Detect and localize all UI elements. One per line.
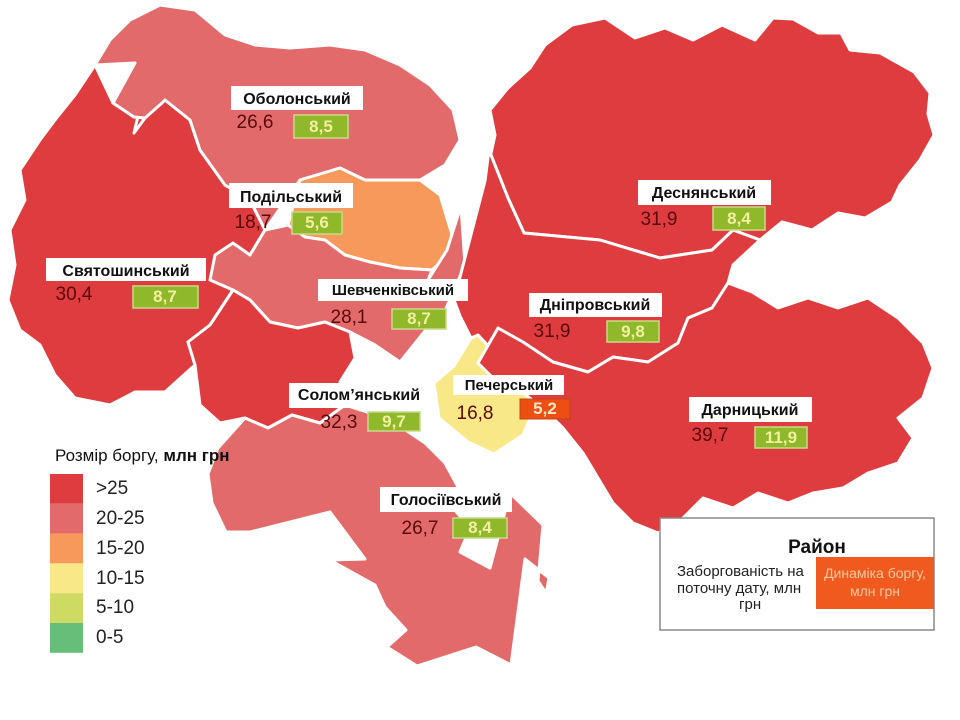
svg-text:11,9: 11,9 bbox=[765, 428, 797, 447]
svg-text:Печерський: Печерський bbox=[465, 377, 553, 394]
svg-text:Голосіївський: Голосіївський bbox=[391, 492, 502, 509]
svg-text:32,3: 32,3 bbox=[321, 412, 358, 433]
svg-text:20-25: 20-25 bbox=[96, 508, 145, 529]
svg-text:31,9: 31,9 bbox=[534, 321, 571, 342]
svg-text:8,4: 8,4 bbox=[468, 518, 492, 537]
svg-text:8,5: 8,5 bbox=[309, 117, 333, 136]
svg-text:18,7: 18,7 bbox=[235, 212, 272, 233]
svg-text:Район: Район bbox=[788, 537, 846, 558]
svg-text:5,6: 5,6 bbox=[305, 213, 329, 232]
svg-text:26,7: 26,7 bbox=[402, 518, 439, 539]
svg-text:Дніпровський: Дніпровський bbox=[540, 297, 651, 314]
svg-text:Динаміка боргу,: Динаміка боргу, bbox=[824, 565, 926, 581]
svg-text:0-5: 0-5 bbox=[96, 627, 123, 648]
svg-text:28,1: 28,1 bbox=[331, 307, 368, 328]
svg-text:грн: грн bbox=[739, 596, 761, 613]
svg-text:Дарницький: Дарницький bbox=[702, 402, 799, 419]
svg-text:Святошинський: Святошинський bbox=[62, 263, 189, 280]
svg-text:Подільський: Подільський bbox=[240, 189, 342, 206]
svg-text:30,4: 30,4 bbox=[56, 284, 93, 305]
svg-text:поточну дату, млн: поточну дату, млн bbox=[677, 580, 801, 597]
svg-text:8,7: 8,7 bbox=[407, 309, 431, 328]
svg-text:млн грн: млн грн bbox=[850, 583, 900, 599]
svg-text:Шевченківський: Шевченківський bbox=[332, 282, 454, 299]
svg-text:Заборгованість на: Заборгованість на bbox=[677, 563, 805, 580]
svg-text:15-20: 15-20 bbox=[96, 538, 145, 559]
svg-text:16,8: 16,8 bbox=[457, 403, 494, 424]
svg-text:Деснянський: Деснянський bbox=[652, 185, 756, 202]
svg-text:Розмір боргу, млн грн: Розмір боргу, млн грн bbox=[55, 446, 230, 465]
svg-text:8,7: 8,7 bbox=[153, 287, 177, 306]
svg-text:8,4: 8,4 bbox=[727, 209, 751, 228]
svg-text:Солом’янський: Солом’янський bbox=[298, 387, 420, 404]
svg-text:26,6: 26,6 bbox=[237, 112, 274, 133]
svg-text:9,8: 9,8 bbox=[621, 322, 645, 341]
svg-text:>25: >25 bbox=[96, 478, 128, 499]
svg-text:10-15: 10-15 bbox=[96, 568, 145, 589]
svg-text:5-10: 5-10 bbox=[96, 597, 134, 618]
svg-text:Оболонський: Оболонський bbox=[243, 91, 351, 108]
svg-text:31,9: 31,9 bbox=[641, 209, 678, 230]
svg-text:39,7: 39,7 bbox=[692, 425, 729, 446]
svg-text:9,7: 9,7 bbox=[382, 412, 406, 431]
svg-text:5,2: 5,2 bbox=[533, 399, 557, 418]
